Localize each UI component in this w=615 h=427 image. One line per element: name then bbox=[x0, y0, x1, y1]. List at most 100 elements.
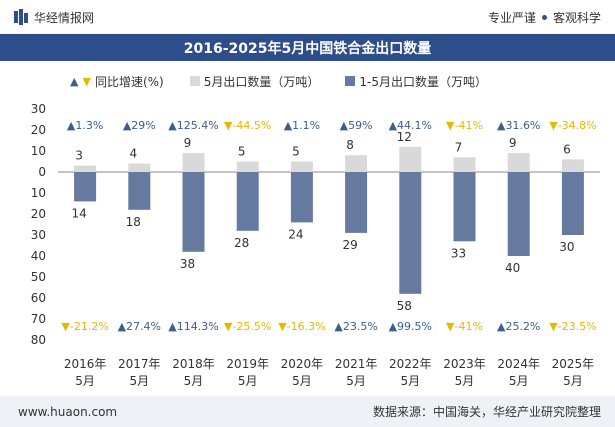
chart-title: 2016-2025年5月中国铁合金出口数量 bbox=[0, 34, 615, 61]
cum-bar bbox=[182, 172, 205, 252]
x-tick-label: 2019年 bbox=[226, 357, 269, 371]
y-tick-label: 50 bbox=[31, 270, 46, 284]
x-tick-label: 5月 bbox=[346, 374, 366, 388]
y-tick-label: 0 bbox=[38, 165, 46, 179]
may-bar bbox=[399, 146, 422, 172]
cum-bar bbox=[290, 172, 313, 223]
legend-may-swatch bbox=[189, 76, 200, 86]
x-tick-label: 5月 bbox=[455, 374, 475, 388]
cum-bar bbox=[453, 172, 476, 242]
growth-cum-label: ▼-25.5% bbox=[224, 320, 271, 333]
x-tick-label: 5月 bbox=[238, 374, 258, 388]
may-value-label: 5 bbox=[238, 145, 246, 159]
growth-cum-label: ▲99.5% bbox=[389, 320, 432, 333]
y-tick-label: 80 bbox=[31, 333, 46, 347]
chart-canvas: 30 20 10 0 10 20 30 40 50 60 70 80 3 14 ▲1.3% ▼-21.2% 20… bbox=[31, 102, 600, 388]
growth-may-label: ▲44.1% bbox=[389, 119, 432, 132]
y-tick-label: 10 bbox=[31, 144, 46, 158]
cum-bar bbox=[507, 172, 530, 256]
y-tick-label: 10 bbox=[31, 186, 46, 200]
separator-dot-icon bbox=[541, 14, 547, 20]
cum-value-label: 24 bbox=[288, 227, 303, 241]
y-tick-label: 60 bbox=[31, 291, 46, 305]
cum-bar bbox=[74, 172, 97, 202]
growth-cum-label: ▼-23.5% bbox=[549, 320, 596, 333]
legend-cum: 1-5月出口数量（万吨） bbox=[345, 73, 487, 90]
y-tick-label: 70 bbox=[31, 312, 46, 326]
cum-bar bbox=[236, 172, 259, 231]
cum-bar bbox=[345, 172, 368, 233]
may-value-label: 3 bbox=[75, 149, 83, 163]
may-value-label: 9 bbox=[509, 136, 517, 150]
slogan: 专业严谨 客观科学 bbox=[488, 9, 615, 26]
growth-cum-label: ▲114.3% bbox=[168, 320, 218, 333]
cum-value-label: 30 bbox=[559, 240, 574, 254]
legend-may-label: 5月出口数量（万吨） bbox=[203, 74, 320, 89]
growth-may-label: ▲1.3% bbox=[67, 119, 103, 132]
legend-growth: ▲ ▼ 同比增速(%) bbox=[70, 73, 164, 90]
may-value-label: 12 bbox=[397, 130, 412, 144]
x-tick-label: 2020年 bbox=[281, 357, 324, 371]
growth-may-label: ▲31.6% bbox=[497, 119, 540, 132]
footer: www.huaon.com 数据来源：中国海关，华经产业研究院整理 bbox=[0, 396, 615, 427]
may-bar bbox=[290, 161, 313, 172]
growth-cum-label: ▲25.2% bbox=[497, 320, 540, 333]
x-tick-label: 2016年 bbox=[64, 357, 107, 371]
triangle-down-icon: ▼ bbox=[82, 74, 91, 88]
y-tick-label: 20 bbox=[31, 207, 46, 221]
x-tick-label: 5月 bbox=[129, 374, 149, 388]
may-bar bbox=[128, 163, 151, 172]
may-bar bbox=[507, 153, 530, 172]
slogan-tag-2: 客观科学 bbox=[552, 10, 601, 25]
x-tick-label: 5月 bbox=[400, 374, 420, 388]
may-value-label: 9 bbox=[184, 136, 192, 150]
triangle-up-icon: ▲ bbox=[70, 74, 79, 88]
x-tick-label: 5月 bbox=[292, 374, 312, 388]
cum-bar bbox=[399, 172, 422, 294]
y-tick-label: 40 bbox=[31, 249, 46, 263]
brand-name: 华经情报网 bbox=[34, 10, 95, 25]
x-tick-label: 2017年 bbox=[118, 357, 161, 371]
legend-cum-label: 1-5月出口数量（万吨） bbox=[359, 74, 487, 89]
may-value-label: 6 bbox=[563, 142, 571, 156]
may-value-label: 8 bbox=[346, 138, 354, 152]
may-value-label: 7 bbox=[455, 140, 463, 154]
may-value-label: 5 bbox=[292, 145, 300, 159]
may-bar bbox=[453, 157, 476, 172]
cum-value-label: 33 bbox=[451, 246, 466, 260]
growth-cum-label: ▼-21.2% bbox=[61, 320, 108, 333]
cum-value-label: 38 bbox=[180, 257, 195, 271]
growth-may-label: ▼-44.5% bbox=[224, 119, 271, 132]
growth-may-label: ▼-41% bbox=[446, 119, 483, 132]
footer-source: 数据来源：中国海关，华经产业研究院整理 bbox=[372, 405, 601, 419]
may-value-label: 4 bbox=[129, 147, 137, 161]
may-bar bbox=[345, 155, 368, 172]
x-tick-label: 2021年 bbox=[335, 357, 378, 371]
growth-cum-label: ▲23.5% bbox=[334, 320, 377, 333]
growth-may-label: ▼-34.8% bbox=[549, 119, 596, 132]
x-tick-label: 5月 bbox=[563, 374, 583, 388]
x-tick-label: 5月 bbox=[184, 374, 204, 388]
x-tick-label: 2025年 bbox=[552, 357, 595, 371]
cum-bar bbox=[128, 172, 151, 210]
growth-may-label: ▲29% bbox=[123, 119, 156, 132]
growth-cum-label: ▲27.4% bbox=[118, 320, 161, 333]
cum-value-label: 40 bbox=[505, 261, 520, 275]
cum-value-label: 18 bbox=[126, 215, 141, 229]
x-tick-label: 2023年 bbox=[443, 357, 486, 371]
growth-may-label: ▲125.4% bbox=[168, 119, 218, 132]
legend-growth-label: 同比增速(%) bbox=[94, 74, 164, 89]
logo-icon bbox=[14, 9, 28, 25]
growth-may-label: ▲59% bbox=[340, 119, 373, 132]
legend-cum-swatch bbox=[345, 76, 356, 86]
x-tick-label: 2024年 bbox=[497, 357, 540, 371]
cum-bar bbox=[561, 172, 584, 235]
growth-cum-label: ▼-16.3% bbox=[278, 320, 325, 333]
may-bar bbox=[236, 161, 259, 172]
may-bar bbox=[561, 159, 584, 172]
x-tick-label: 2022年 bbox=[389, 357, 432, 371]
y-tick-label: 30 bbox=[31, 102, 46, 116]
slogan-tag-1: 专业严谨 bbox=[487, 10, 536, 25]
footer-site: www.huaon.com bbox=[18, 404, 118, 419]
brand: 华经情报网 bbox=[0, 9, 94, 26]
